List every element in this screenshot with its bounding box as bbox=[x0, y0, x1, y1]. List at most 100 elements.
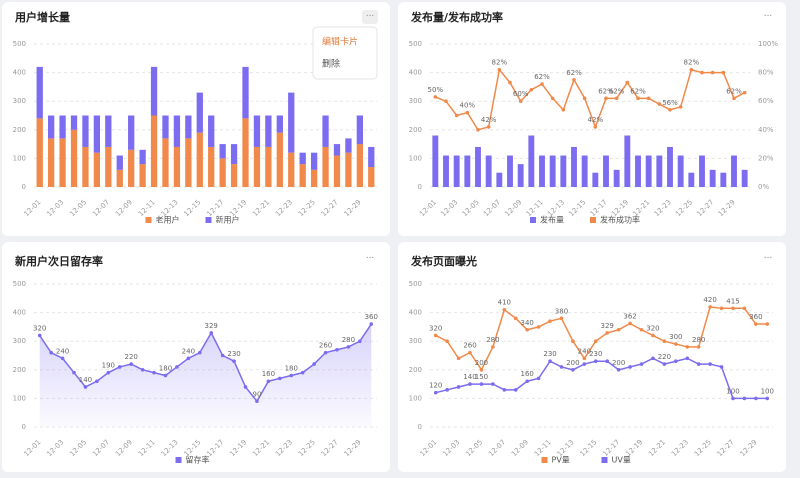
y-tick-label: 200 bbox=[13, 366, 26, 374]
data-label: 100 bbox=[761, 387, 774, 395]
bar bbox=[475, 146, 481, 187]
point bbox=[476, 128, 480, 132]
point bbox=[433, 95, 438, 99]
y-tick-label: 0 bbox=[418, 183, 422, 191]
bar bbox=[635, 155, 641, 187]
point bbox=[689, 67, 694, 72]
bar bbox=[139, 149, 146, 165]
point bbox=[529, 87, 534, 92]
point bbox=[674, 359, 678, 364]
data-label: 320 bbox=[646, 324, 659, 332]
data-label: 40% bbox=[460, 102, 476, 110]
point bbox=[685, 345, 690, 349]
bar bbox=[731, 155, 737, 187]
y2-tick-label: 20% bbox=[758, 154, 774, 162]
point bbox=[83, 385, 88, 389]
point bbox=[502, 307, 507, 312]
bar bbox=[288, 152, 295, 187]
bar bbox=[36, 66, 43, 119]
data-label: 62% bbox=[726, 87, 742, 95]
data-label: 50% bbox=[428, 86, 444, 94]
bar bbox=[677, 155, 684, 187]
point bbox=[60, 356, 65, 361]
data-label: 230 bbox=[589, 350, 602, 358]
bar bbox=[592, 172, 599, 187]
point bbox=[548, 319, 552, 323]
more-icon[interactable]: ··· bbox=[764, 254, 773, 264]
data-label: 160 bbox=[520, 370, 533, 378]
legend-marker bbox=[541, 457, 548, 463]
point bbox=[456, 385, 461, 389]
bar bbox=[219, 158, 226, 187]
point bbox=[674, 342, 678, 346]
bar bbox=[356, 115, 363, 145]
point bbox=[518, 99, 523, 103]
bar bbox=[48, 115, 55, 139]
bar bbox=[333, 144, 341, 156]
point bbox=[561, 107, 566, 112]
menu-item[interactable]: 删除 bbox=[322, 58, 340, 70]
bar bbox=[310, 152, 318, 170]
data-label: 362 bbox=[623, 312, 636, 320]
point bbox=[708, 305, 712, 309]
point bbox=[593, 359, 598, 364]
more-icon[interactable]: ··· bbox=[764, 12, 773, 22]
bar bbox=[185, 115, 192, 139]
bar bbox=[310, 169, 318, 187]
point bbox=[243, 385, 248, 389]
data-label: 60% bbox=[513, 90, 529, 98]
y-tick-label: 500 bbox=[13, 40, 26, 48]
point bbox=[765, 322, 770, 326]
line bbox=[39, 323, 372, 403]
point bbox=[540, 82, 544, 86]
point bbox=[639, 327, 644, 332]
bar bbox=[507, 155, 513, 187]
point bbox=[525, 379, 529, 384]
point bbox=[548, 359, 552, 364]
bar bbox=[276, 115, 283, 133]
bar bbox=[613, 169, 620, 187]
data-label: 220 bbox=[124, 353, 137, 361]
data-label: 62% bbox=[598, 87, 614, 95]
point bbox=[651, 333, 655, 338]
data-label: 100 bbox=[726, 387, 739, 395]
point bbox=[700, 70, 704, 75]
bar bbox=[709, 169, 716, 187]
point bbox=[444, 99, 448, 103]
y-tick-label: 100 bbox=[409, 394, 422, 402]
more-icon[interactable]: ··· bbox=[366, 12, 375, 22]
point bbox=[605, 331, 610, 335]
point bbox=[754, 396, 758, 401]
bar bbox=[230, 144, 238, 165]
point bbox=[639, 362, 644, 366]
point bbox=[491, 345, 495, 349]
legend-marker bbox=[601, 457, 608, 463]
point bbox=[765, 396, 770, 401]
more-button[interactable] bbox=[362, 10, 378, 24]
bar bbox=[139, 164, 146, 187]
bar bbox=[173, 115, 181, 147]
point bbox=[508, 80, 512, 85]
bar bbox=[624, 135, 631, 187]
data-label: 410 bbox=[498, 299, 511, 307]
data-label: 140 bbox=[463, 373, 476, 381]
data-label: 320 bbox=[429, 324, 442, 332]
data-label: 300 bbox=[669, 333, 682, 341]
y-tick-label: 300 bbox=[13, 337, 26, 345]
point bbox=[719, 306, 724, 311]
point bbox=[369, 322, 374, 326]
y-tick-label: 100 bbox=[13, 394, 26, 402]
bar bbox=[464, 155, 471, 187]
bar bbox=[299, 164, 306, 187]
y-tick-label: 400 bbox=[13, 69, 26, 77]
point bbox=[628, 321, 632, 326]
point bbox=[710, 70, 715, 75]
bar bbox=[528, 135, 535, 187]
menu-item[interactable]: 编辑卡片 bbox=[322, 36, 358, 48]
card-title: 新用户次日留存率 bbox=[15, 254, 103, 268]
bar bbox=[219, 144, 226, 159]
bar bbox=[196, 92, 203, 133]
area bbox=[39, 324, 372, 427]
more-icon[interactable]: ··· bbox=[366, 254, 375, 264]
card-title: 发布页面曝光 bbox=[410, 254, 477, 268]
